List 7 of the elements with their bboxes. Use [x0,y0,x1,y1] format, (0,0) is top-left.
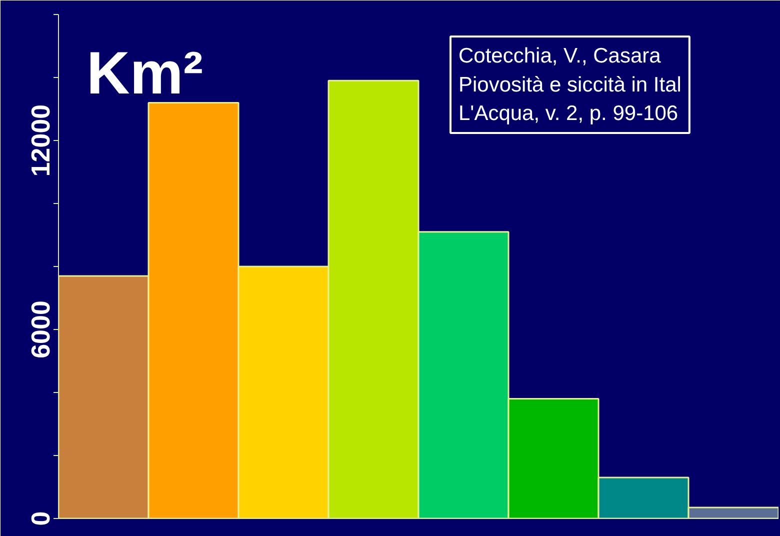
annotation: Cotecchia, V., Casara [458,44,662,68]
annotation: Piovosità e siccità in Ital [458,73,682,96]
annotation: L'Acqua, v. 2, p. 99-106 [458,102,678,125]
y-tick-label: 6000 [26,300,56,358]
y-tick-label: 0 [26,511,56,526]
y-tick-label: 12000 [26,104,56,177]
chart-title: Km² [86,40,204,106]
